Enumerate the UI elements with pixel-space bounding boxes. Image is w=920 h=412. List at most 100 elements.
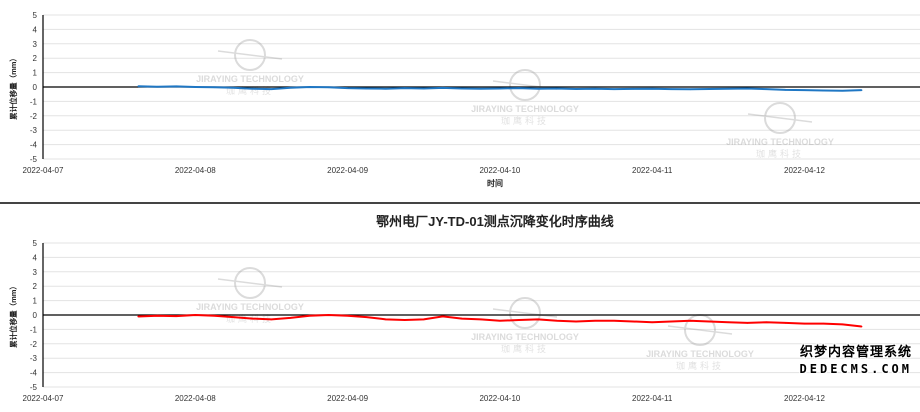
data-point xyxy=(632,320,634,323)
data-point xyxy=(784,322,787,324)
data-point xyxy=(194,86,197,88)
brand-logo-icon xyxy=(509,69,541,101)
y-tick-label: 2 xyxy=(33,282,38,291)
data-point xyxy=(346,314,349,317)
x-axis-label: 时间 xyxy=(487,178,503,188)
data-point xyxy=(251,87,254,90)
data-point xyxy=(765,88,768,90)
data-point xyxy=(727,87,730,90)
data-point xyxy=(213,314,216,317)
data-point xyxy=(765,321,768,324)
brand-logo-icon xyxy=(217,278,283,288)
y-tick-label: -5 xyxy=(30,155,38,164)
x-tick-label: 2022-04-11 xyxy=(632,394,673,403)
data-point xyxy=(841,323,844,326)
brand-name-cn: 珈鹰科技 xyxy=(226,85,274,96)
data-point xyxy=(822,322,825,325)
brand-logo-icon xyxy=(234,39,266,71)
data-point xyxy=(365,316,368,318)
data-point xyxy=(822,89,825,92)
brand-logo-icon xyxy=(217,50,283,60)
data-point xyxy=(270,318,273,321)
data-point xyxy=(327,86,330,89)
data-point xyxy=(327,314,330,316)
site-watermark-url: DEDECMS.COM xyxy=(799,362,912,376)
x-tick-label: 2022-04-12 xyxy=(784,394,825,403)
x-tick-label: 2022-04-08 xyxy=(175,166,216,175)
y-tick-label: 5 xyxy=(33,11,38,20)
data-point xyxy=(784,89,787,91)
chart-title: 鄂州电厂JY-TD-01测点沉降变化时序曲线 xyxy=(376,214,614,229)
data-point xyxy=(632,88,634,90)
chart-1: 5 4 3 2 1 0 -1 -2 -3 -4 -5 2022-04-07 2022-04-08 2022… xyxy=(8,11,920,188)
y-tick-label: 3 xyxy=(33,268,38,277)
data-point xyxy=(746,322,749,324)
data-point xyxy=(613,319,615,322)
x-tick-label: 2022-04-07 xyxy=(23,166,64,175)
data-point xyxy=(441,87,444,89)
brand-logo-icon xyxy=(747,113,813,123)
data-point xyxy=(556,319,558,322)
brand-name-cn: 珈鹰科技 xyxy=(501,343,549,354)
y-tick-label: 5 xyxy=(33,239,38,248)
y-tick-label: 1 xyxy=(33,297,38,306)
data-point xyxy=(499,319,501,322)
brand-name: JIRAYING TECHNOLOGY xyxy=(196,74,304,84)
data-point xyxy=(841,89,844,92)
y-tick-label: 3 xyxy=(33,40,38,49)
data-point xyxy=(499,87,501,90)
brand-name: JIRAYING TECHNOLOGY xyxy=(471,104,579,114)
data-point xyxy=(308,314,311,317)
data-point xyxy=(422,87,425,90)
y-axis-label: 累计位移量（mm） xyxy=(8,282,18,348)
data-point xyxy=(594,319,596,322)
data-point xyxy=(175,315,178,317)
x-tick-label: 2022-04-10 xyxy=(479,394,520,403)
brand-logo-icon xyxy=(667,325,733,335)
data-point xyxy=(346,87,349,89)
data-point xyxy=(422,318,425,321)
y-tick-label: 4 xyxy=(33,25,38,34)
brand-name-cn: 珈鹰科技 xyxy=(501,115,549,126)
y-tick-label: -4 xyxy=(30,369,38,378)
data-point xyxy=(613,88,615,90)
y-tick-label: 0 xyxy=(33,311,38,320)
data-point xyxy=(194,314,197,316)
data-point xyxy=(860,89,863,91)
y-tick-label: 0 xyxy=(33,83,38,92)
data-point xyxy=(518,319,520,321)
data-point xyxy=(403,87,406,89)
data-point xyxy=(803,322,806,325)
y-tick-label: -5 xyxy=(30,383,38,392)
y-tick-label: -3 xyxy=(30,354,38,363)
y-tick-label: -2 xyxy=(30,112,38,121)
data-point xyxy=(594,87,596,90)
data-point xyxy=(403,319,406,321)
y-tick-label: 1 xyxy=(33,69,38,78)
data-point xyxy=(575,88,577,90)
data-point xyxy=(746,87,749,90)
y-tick-label: -3 xyxy=(30,126,38,135)
y-tick-label: 2 xyxy=(33,54,38,63)
data-point xyxy=(708,88,711,90)
data-point xyxy=(213,86,216,89)
data-point xyxy=(289,317,292,319)
chart-2: 鄂州电厂JY-TD-01测点沉降变化时序曲线 5 4 3 2 1 0 -1 -2 -3 -4 -5 20… xyxy=(8,214,920,403)
data-point xyxy=(480,87,482,90)
data-point xyxy=(365,87,368,90)
brand-name: JIRAYING TECHNOLOGY xyxy=(646,349,754,359)
data-point xyxy=(232,86,235,89)
brand-name-cn: 珈鹰科技 xyxy=(756,148,804,159)
data-point xyxy=(232,316,235,318)
data-point xyxy=(461,87,463,90)
data-point xyxy=(556,87,558,90)
data-point xyxy=(803,89,806,91)
data-point xyxy=(441,315,444,318)
x-tick-label: 2022-04-09 xyxy=(327,394,368,403)
data-point xyxy=(651,87,653,90)
